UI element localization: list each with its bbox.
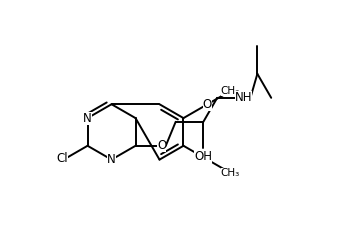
Text: CH₃: CH₃ [221, 168, 240, 178]
Text: O: O [203, 98, 212, 111]
Text: N: N [83, 112, 92, 124]
Text: N: N [107, 153, 116, 166]
Text: O: O [157, 139, 166, 152]
Text: O: O [203, 153, 212, 166]
Text: CH₃: CH₃ [221, 86, 240, 96]
Text: Cl: Cl [56, 152, 68, 165]
Text: OH: OH [194, 150, 212, 163]
Text: NH: NH [235, 91, 252, 104]
